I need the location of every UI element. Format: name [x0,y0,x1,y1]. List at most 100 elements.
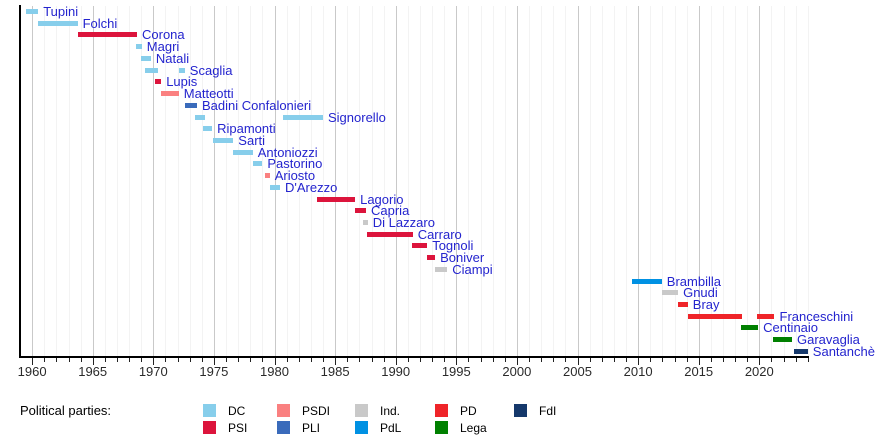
axis-tick-2022 [783,358,785,362]
minister-bar [355,208,366,214]
gridline-year-1970 [153,6,155,356]
minister-bar [678,302,688,307]
axis-tick-1975 [213,358,215,365]
gridline-year-1994 [444,6,446,356]
minister-label: Bray [692,297,720,312]
axis-tick-1968 [129,358,131,362]
minister-label: Magri [146,39,180,55]
gridline-year-1964 [80,6,82,356]
axis-tick-1994 [444,358,446,362]
minister-label: Santanchè [812,343,875,359]
gridline-year-2024 [807,6,809,356]
axis-tick-1988 [371,358,373,362]
minister-bar [793,348,808,354]
axis-tick-1973 [189,358,191,362]
minister-bar [756,313,775,319]
gridline-year-1968 [129,6,131,356]
minister-bar [366,231,413,237]
legend-label-PdL: PdL [380,421,402,435]
legend-label-DC: DC [228,404,246,418]
minister-label: Brambilla [666,273,721,289]
gridline-year-1963 [68,6,70,356]
legend-label-Ind: Ind. [380,404,401,418]
y-axis-line [19,5,21,358]
gridline-year-2000 [516,6,518,356]
gridline-year-1966 [104,6,106,356]
gridline-year-2020 [759,6,761,356]
gridline-year-1980 [274,6,276,356]
gridline-year-2001 [529,6,530,356]
gridline-year-1962 [56,6,58,356]
legend-swatch-FdI [514,404,527,417]
x-tick-label: 2015 [684,364,714,379]
gridline-year-2019 [747,6,749,356]
axis-tick-1993 [432,358,434,362]
gridline-year-1967 [117,6,118,356]
gridline-year-1983 [310,6,312,356]
minister-bar [203,126,213,132]
minister-bar [212,137,234,143]
gridline-year-1995 [456,6,458,356]
gridline-year-1969 [141,6,143,356]
axis-tick-1991 [407,358,409,362]
x-axis-line [19,356,809,358]
gridline-year-1999 [504,6,506,356]
gridline-year-1984 [323,6,324,356]
gridline-year-2007 [601,6,603,356]
gridline-year-1971 [165,6,167,356]
legend-label-PSI: PSI [228,421,248,435]
minister-bar [412,243,428,249]
minister-label: Lagorio [360,191,404,207]
minister-bar [160,91,179,96]
minister-bar [772,337,793,343]
legend-swatch-Ind [355,404,368,417]
gridline-year-1988 [371,6,373,356]
gridline-year-1961 [44,6,46,356]
gridline-year-1985 [335,6,337,356]
axis-tick-1979 [262,358,264,362]
gridline-year-2011 [650,6,652,356]
minister-label: Ripamonti [217,121,276,137]
axis-tick-1987 [359,358,361,362]
axis-tick-2016 [710,358,712,362]
gridline-year-1987 [359,6,361,356]
axis-tick-1981 [286,358,288,362]
gridline-year-2017 [723,6,724,356]
axis-tick-1998 [492,358,494,362]
minister-bar [136,44,142,50]
minister-bar [140,55,151,61]
minister-bar [184,102,197,108]
axis-tick-2002 [541,358,543,362]
axis-tick-1976 [226,358,227,362]
axis-tick-1982 [298,358,300,362]
minister-label: Garavaglia [797,332,860,348]
axis-tick-1989 [383,358,385,362]
minister-bar [427,255,436,261]
axis-tick-2015 [698,358,700,365]
axis-tick-2024 [807,358,809,362]
axis-tick-1978 [250,358,252,362]
minister-bar [178,67,185,73]
minister-bar [269,184,280,190]
axis-tick-1977 [238,358,240,362]
axis-tick-2003 [553,358,555,362]
x-tick-label: 1975 [199,364,229,379]
axis-tick-2007 [601,358,603,362]
legend-title: Political parties: [20,403,112,418]
gridline-year-1974 [201,6,203,356]
x-tick-label: 2005 [563,364,592,379]
axis-tick-2006 [589,358,591,362]
legend-swatch-PdL [355,421,368,434]
minister-bar [38,20,78,26]
minister-label: Carraro [417,226,462,242]
minister-label: D'Arezzo [285,179,338,195]
minister-label: Badini Confalonieri [202,97,312,113]
x-tick-label: 2000 [502,364,532,379]
axis-tick-1964 [80,358,82,362]
x-tick-label: 1960 [17,364,47,379]
legend-swatch-PD [435,404,448,417]
legend-label-FdI: FdI [539,404,557,418]
legend-swatch-PSI [203,421,216,434]
gridline-year-1981 [286,6,288,356]
minister-label: Matteotti [183,86,234,101]
